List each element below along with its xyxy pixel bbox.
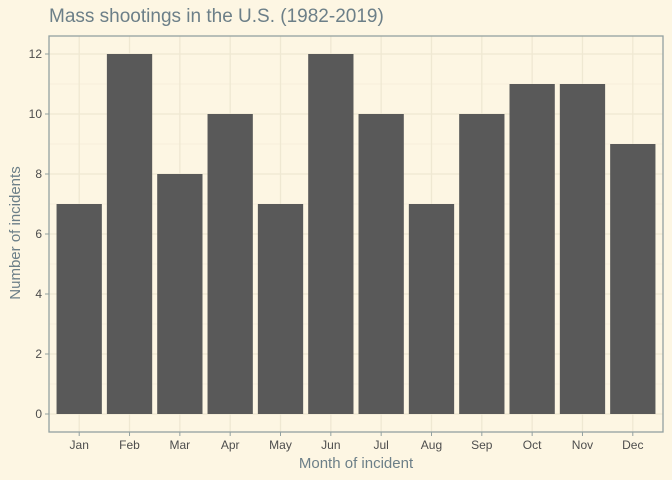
x-tick-label: Jul bbox=[373, 438, 388, 452]
x-tick-label: Apr bbox=[221, 438, 240, 452]
y-tick-label: 6 bbox=[35, 227, 42, 241]
x-tick-label: Feb bbox=[119, 438, 140, 452]
bar-jul bbox=[358, 114, 404, 414]
bar-may bbox=[257, 204, 304, 414]
y-axis: 0 2 4 6 8 10 12 bbox=[29, 47, 49, 421]
y-tick-label: 2 bbox=[35, 347, 42, 361]
y-tick-label: 12 bbox=[29, 47, 43, 61]
bar-dec bbox=[610, 144, 656, 414]
x-axis: Jan Feb Mar Apr May Jun Jul Aug Sep Oct Nov Dec bbox=[70, 432, 643, 452]
y-tick-label: 4 bbox=[35, 287, 42, 301]
x-axis-title: Month of incident bbox=[299, 455, 414, 472]
bar-series bbox=[56, 54, 656, 414]
bar-jun bbox=[308, 54, 354, 414]
bar-apr bbox=[207, 114, 253, 414]
chart-title: Mass shootings in the U.S. (1982-2019) bbox=[49, 6, 384, 27]
x-tick-label: Dec bbox=[622, 438, 643, 452]
y-tick-label: 8 bbox=[35, 167, 42, 181]
bar-mar bbox=[157, 174, 203, 414]
x-tick-label: Mar bbox=[170, 438, 191, 452]
x-tick-label: May bbox=[269, 438, 292, 452]
bar-feb bbox=[106, 54, 153, 414]
x-tick-label: Aug bbox=[421, 438, 442, 452]
bar-aug bbox=[408, 204, 455, 414]
bar-nov bbox=[559, 84, 606, 414]
x-tick-label: Jun bbox=[321, 438, 340, 452]
y-axis-title: Number of incidents bbox=[7, 166, 24, 299]
bar-sep bbox=[459, 114, 505, 414]
y-tick-label: 0 bbox=[35, 407, 42, 421]
x-tick-label: Jan bbox=[70, 438, 89, 452]
bar-oct bbox=[509, 84, 555, 414]
y-tick-label: 10 bbox=[29, 107, 43, 121]
bar-jan bbox=[56, 204, 102, 414]
x-tick-label: Nov bbox=[572, 438, 593, 452]
x-tick-label: Sep bbox=[471, 438, 493, 452]
x-tick-label: Oct bbox=[523, 438, 542, 452]
